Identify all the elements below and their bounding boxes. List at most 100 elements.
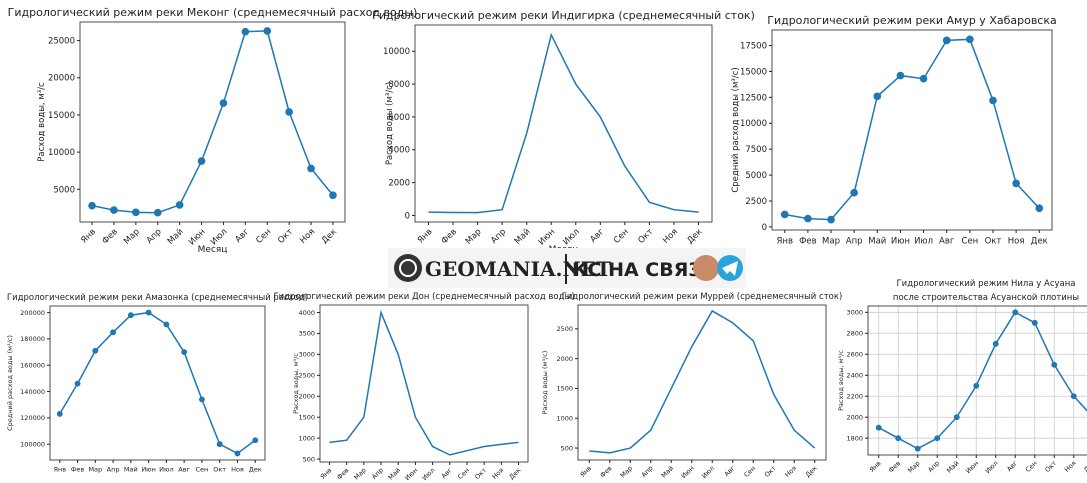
y-tick-label: 2000 — [846, 414, 863, 422]
y-tick-label: 1500 — [556, 385, 573, 393]
y-tick-label: 2600 — [846, 351, 863, 359]
point — [920, 75, 928, 83]
x-tick-label: Июн — [964, 459, 980, 475]
y-tick-label: 25000 — [48, 37, 75, 47]
y-tick-label: 2200 — [846, 393, 863, 401]
point — [110, 206, 118, 214]
x-tick-label: Апр — [370, 466, 385, 481]
plot-frame — [320, 305, 528, 462]
point — [954, 414, 960, 420]
x-tick-label: Ноя — [298, 227, 317, 246]
x-tick-label: Окт — [213, 466, 226, 474]
y-tick-label: 10000 — [383, 47, 410, 57]
plot-frame — [415, 25, 712, 222]
y-tick-label: 160000 — [20, 362, 45, 370]
x-tick-label: Мар — [822, 237, 840, 247]
x-tick-label: Авг — [723, 464, 737, 478]
y-tick-label: 100000 — [20, 440, 45, 448]
x-tick-label: Мар — [906, 459, 921, 474]
y-axis-label: Расход воды (м³/с) — [541, 351, 549, 415]
x-tick-label: Ноя — [231, 466, 244, 474]
point — [263, 27, 271, 35]
chart: Гидрологический режим реки Дон (среднеме… — [273, 292, 574, 482]
point — [199, 397, 205, 403]
x-tick-label: Май — [166, 227, 186, 247]
point — [989, 97, 997, 105]
y-tick-label: 3500 — [298, 330, 315, 338]
y-tick-label: 2500 — [556, 325, 573, 333]
x-tick-label: Сен — [196, 466, 209, 474]
y-axis-label: Расход воды (м³/с) — [385, 82, 395, 165]
line — [785, 39, 1040, 219]
point — [154, 209, 162, 217]
avatar — [693, 255, 719, 281]
point — [827, 216, 835, 224]
x-tick-label: Авг — [588, 227, 606, 245]
x-tick-label: Мар — [352, 466, 367, 481]
x-tick-label: Май — [387, 466, 402, 481]
x-tick-label: Сен — [1024, 459, 1039, 474]
plot-frame — [50, 306, 265, 460]
y-axis-label: Расход воды, м³/с — [292, 353, 300, 414]
x-tick-label: Дек — [1031, 237, 1048, 247]
point — [1071, 393, 1077, 399]
x-tick-label: Сен — [612, 227, 631, 246]
y-tick-label: 500 — [561, 444, 573, 452]
x-tick-label: Янв — [868, 459, 883, 474]
point — [934, 435, 940, 441]
x-tick-label: Янв — [416, 227, 435, 246]
x-tick-label: Авг — [1005, 459, 1019, 473]
point — [804, 215, 812, 223]
x-tick-label: Апр — [107, 466, 120, 474]
y-tick-label: 200000 — [20, 309, 45, 317]
x-tick-label: Янв — [79, 227, 98, 246]
x-tick-label: Сен — [742, 464, 757, 479]
x-tick-label: Янв — [319, 466, 334, 481]
x-tick-label: Июл — [700, 464, 716, 480]
x-tick-label: Май — [660, 464, 675, 479]
point — [897, 72, 905, 80]
x-tick-label: Июн — [403, 466, 419, 482]
x-tick-label: Фев — [100, 227, 119, 246]
y-tick-label: 1800 — [846, 434, 863, 442]
point — [176, 201, 184, 209]
x-tick-label: Сен — [961, 237, 978, 247]
x-tick-label: Дек — [1082, 459, 1087, 474]
x-tick-label: Фев — [71, 466, 85, 474]
point — [132, 209, 140, 217]
chart-title: Гидрологический режим реки Муррей (средн… — [562, 292, 843, 302]
x-tick-label: Ноя — [1008, 237, 1025, 247]
x-tick-label: Ноя — [661, 227, 680, 246]
x-tick-label: Окт — [763, 464, 778, 479]
y-tick-label: 2800 — [846, 330, 863, 338]
x-tick-label: Апр — [640, 464, 655, 479]
y-tick-label: 20000 — [48, 74, 75, 84]
line — [429, 35, 699, 213]
x-tick-label: Ноя — [783, 464, 798, 479]
x-tick-label: Окт — [1043, 459, 1058, 474]
x-tick-label: Окт — [636, 227, 655, 246]
chart: Гидрологический режим реки Амур у Хабаро… — [731, 14, 1057, 247]
x-tick-label: Дек — [249, 466, 262, 474]
point — [163, 322, 169, 328]
point — [876, 425, 882, 431]
x-tick-label: Авг — [178, 466, 190, 474]
point — [1032, 320, 1038, 326]
point — [242, 28, 250, 36]
x-tick-label: Июн — [141, 466, 156, 474]
point — [285, 108, 293, 116]
x-tick-label: Апр — [145, 227, 164, 246]
x-tick-label: Дек — [804, 464, 819, 479]
point — [220, 99, 228, 107]
point — [252, 437, 258, 443]
y-tick-label: 4000 — [298, 309, 315, 317]
y-tick-label: 0 — [405, 211, 410, 221]
chart-subtitle: после строительства Асуанской плотины — [893, 293, 1079, 303]
x-tick-label: Сен — [456, 466, 471, 481]
y-axis-label: Расход воды, м³/с — [37, 82, 47, 162]
point — [181, 349, 187, 355]
y-tick-label: 120000 — [20, 414, 45, 422]
line — [60, 313, 255, 454]
x-tick-label: Янв — [53, 466, 66, 474]
y-axis-label: Средний расход воды (м³/с) — [6, 335, 14, 431]
